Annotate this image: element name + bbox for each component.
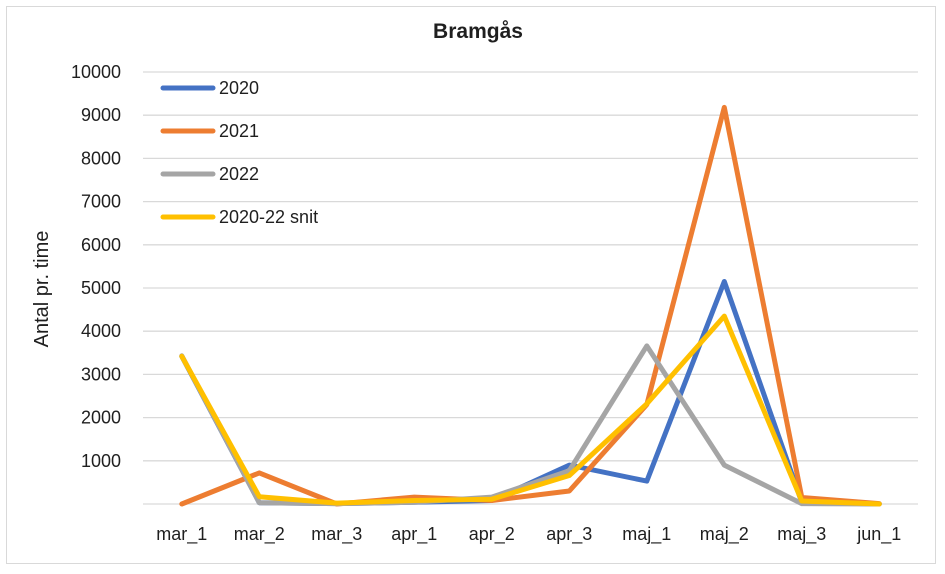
legend-label: 2020-22 snit — [219, 207, 318, 227]
y-tick-label: 7000 — [81, 192, 121, 212]
y-axis-title: Antal pr. time — [31, 231, 53, 348]
legend-label: 2021 — [219, 121, 259, 141]
legend: 2020 2021 2022 2020-22 snit — [160, 78, 318, 227]
x-tick-label: apr_2 — [469, 524, 515, 545]
legend-label: 2020 — [219, 78, 259, 98]
x-axis-ticks: mar_1 mar_2 mar_3 apr_1 apr_2 apr_3 maj_1 maj_2… — [156, 524, 901, 545]
y-tick-label: 6000 — [81, 235, 121, 255]
chart-frame — [6, 6, 936, 564]
x-tick-label: maj_3 — [777, 524, 826, 545]
x-tick-label: apr_1 — [391, 524, 437, 545]
x-tick-label: maj_2 — [700, 524, 749, 545]
gridlines — [143, 71, 918, 505]
legend-label: 2022 — [219, 164, 259, 184]
series-line-1 — [179, 104, 882, 507]
series-line-2 — [179, 343, 882, 507]
x-tick-label: maj_1 — [622, 524, 671, 545]
series-line-0 — [179, 279, 882, 507]
series-line-3 — [179, 313, 882, 507]
y-tick-label: 3000 — [81, 364, 121, 384]
y-axis-ticks: 1000 2000 3000 4000 5000 6000 7000 8000 9000 1000… — [71, 62, 121, 471]
chart-title: Bramgås — [433, 20, 523, 43]
series-lines — [179, 104, 882, 507]
x-tick-label: mar_3 — [311, 524, 362, 545]
y-tick-label: 8000 — [81, 148, 121, 168]
x-tick-label: apr_3 — [546, 524, 592, 545]
y-tick-label: 1000 — [81, 451, 121, 471]
x-tick-label: mar_2 — [234, 524, 285, 545]
y-tick-label: 10000 — [71, 62, 121, 82]
y-tick-label: 5000 — [81, 278, 121, 298]
y-tick-label: 9000 — [81, 105, 121, 125]
x-tick-label: jun_1 — [856, 524, 901, 545]
y-tick-label: 2000 — [81, 408, 121, 428]
x-tick-label: mar_1 — [156, 524, 207, 545]
y-tick-label: 4000 — [81, 321, 121, 341]
